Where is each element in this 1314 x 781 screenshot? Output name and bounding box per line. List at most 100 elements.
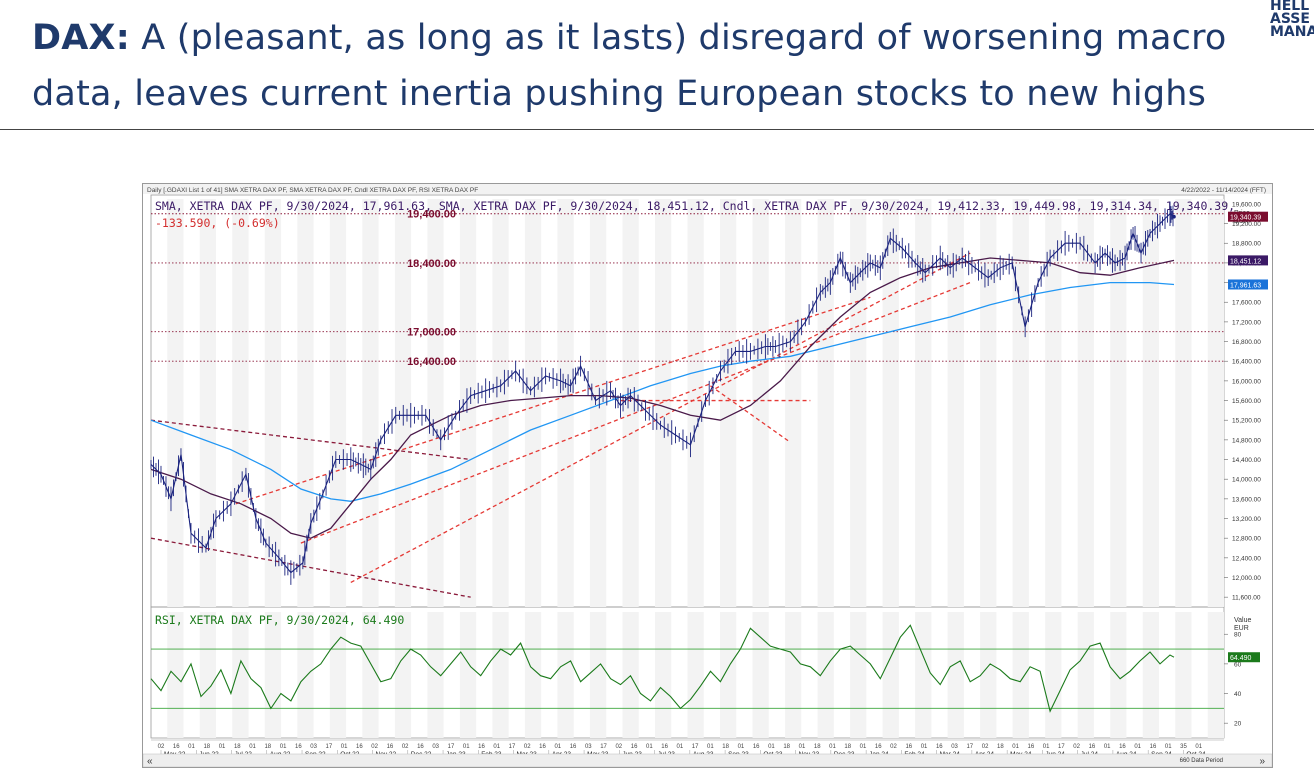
logo-line-2: ASSE — [1270, 11, 1310, 27]
price-stripe — [785, 199, 802, 607]
level-label: 16,400.00 — [407, 356, 456, 368]
trend-line-channel-mid-1 — [300, 281, 971, 544]
last-value-tag — [1228, 211, 1268, 222]
scroll-left-icon: « — [147, 756, 153, 767]
x-day-label: 16 — [356, 744, 363, 750]
price-tick-label: 12,000.00 — [1232, 575, 1261, 582]
x-day-label: 03 — [951, 744, 958, 750]
x-day-label: 35 — [1180, 744, 1187, 750]
header-divider — [0, 129, 1314, 130]
x-day-label: 16 — [1028, 744, 1035, 750]
x-day-label: 16 — [173, 744, 180, 750]
level-label: 17,000.00 — [407, 327, 456, 339]
x-day-label: 16 — [387, 744, 394, 750]
price-tick-label: 13,200.00 — [1232, 516, 1261, 523]
top-info-left: Daily [.GDAXI List 1 of 41] SMA XETRA DA… — [147, 187, 478, 194]
rsi-tick-label: 60 — [1234, 661, 1242, 668]
trend-line-channel-lower-1 — [350, 252, 971, 583]
price-tick-label: 12,800.00 — [1232, 536, 1261, 543]
x-day-label: 01 — [1012, 744, 1019, 750]
rsi-tick-label: 40 — [1234, 691, 1242, 698]
rsi-stripe — [1207, 612, 1224, 738]
x-day-label: 16 — [417, 744, 424, 750]
x-day-label: 01 — [280, 744, 287, 750]
last-value-tag — [1228, 279, 1268, 290]
x-day-label: 18 — [997, 744, 1004, 750]
rsi-stripe — [654, 612, 672, 738]
price-stripe — [264, 199, 282, 607]
price-stripe — [557, 199, 574, 607]
price-stripe — [622, 199, 639, 607]
rsi-stripe — [167, 612, 184, 738]
x-day-label: 01 — [1104, 744, 1111, 750]
rsi-axis-unit: EUR — [1234, 625, 1249, 632]
rsi-stripe — [1142, 612, 1159, 738]
price-tick-label: 17,200.00 — [1232, 319, 1261, 326]
x-day-label: 01 — [921, 744, 928, 750]
rsi-last-tag — [1228, 652, 1260, 663]
x-day-label: 01 — [341, 744, 348, 750]
price-stripe — [1207, 199, 1224, 607]
price-stripe — [167, 199, 184, 607]
price-stripe — [980, 199, 997, 607]
rsi-stripe — [1175, 612, 1192, 738]
x-day-label: 17 — [509, 744, 516, 750]
trend-line-v-line-1 — [710, 385, 791, 443]
x-day-label: 17 — [600, 744, 607, 750]
x-day-label: 02 — [1073, 744, 1080, 750]
x-day-label: 16 — [753, 744, 760, 750]
rsi-stripe — [785, 612, 802, 738]
x-day-label: 03 — [310, 744, 317, 750]
rsi-tick-label: 20 — [1234, 721, 1242, 728]
price-stripe — [654, 199, 672, 607]
price-tick-label: 18,800.00 — [1232, 241, 1261, 248]
x-day-label: 01 — [768, 744, 775, 750]
x-day-label: 16 — [631, 744, 638, 750]
rsi-stripe — [720, 612, 737, 738]
x-day-label: 01 — [1043, 744, 1050, 750]
title-ticker: DAX: — [32, 18, 130, 58]
scroll-right-icon: » — [1259, 756, 1265, 767]
price-stripe — [947, 199, 964, 607]
price-tick-label: 19,600.00 — [1232, 201, 1261, 208]
price-stripe — [427, 199, 444, 607]
price-stripe — [362, 199, 379, 607]
x-day-label: 16 — [875, 744, 882, 750]
price-legend: SMA, XETRA DAX PF, 9/30/2024, 17,961.63,… — [155, 199, 1235, 213]
x-day-label: 01 — [829, 744, 836, 750]
x-day-label: 02 — [982, 744, 989, 750]
x-day-label: 18 — [844, 744, 851, 750]
rsi-stripe — [394, 612, 412, 738]
price-tick-label: 14,400.00 — [1232, 457, 1261, 464]
x-day-label: 02 — [524, 744, 531, 750]
rsi-stripe — [589, 612, 607, 738]
price-stripe — [589, 199, 607, 607]
x-day-label: 16 — [1119, 744, 1126, 750]
x-day-label: 16 — [478, 744, 485, 750]
rsi-stripe — [1110, 612, 1127, 738]
price-tick-label: 17,600.00 — [1232, 300, 1261, 307]
price-stripe — [915, 199, 932, 607]
rsi-stripe — [882, 612, 899, 738]
rsi-stripe — [459, 612, 477, 738]
x-day-label: 03 — [585, 744, 592, 750]
price-stripe — [752, 199, 769, 607]
x-day-label: 02 — [890, 744, 897, 750]
x-day-label: 01 — [554, 744, 561, 750]
rsi-stripe — [199, 612, 217, 738]
price-stripe — [1175, 199, 1192, 607]
rsi-stripe — [752, 612, 769, 738]
x-day-label: 17 — [692, 744, 699, 750]
price-stripe — [459, 199, 477, 607]
x-day-label: 17 — [966, 744, 973, 750]
x-day-label: 16 — [1089, 744, 1096, 750]
rsi-line — [150, 624, 1175, 713]
price-tick-label: 11,600.00 — [1232, 595, 1261, 602]
bottom-scrollbar — [143, 753, 1272, 767]
price-stripe — [1045, 199, 1062, 607]
rsi-stripe — [264, 612, 282, 738]
x-day-label: 01 — [860, 744, 867, 750]
price-tick-label: 13,600.00 — [1232, 496, 1261, 503]
price-tick-label: 15,200.00 — [1232, 418, 1261, 425]
dax-chart: Daily [.GDAXI List 1 of 41] SMA XETRA DA… — [143, 184, 1272, 767]
